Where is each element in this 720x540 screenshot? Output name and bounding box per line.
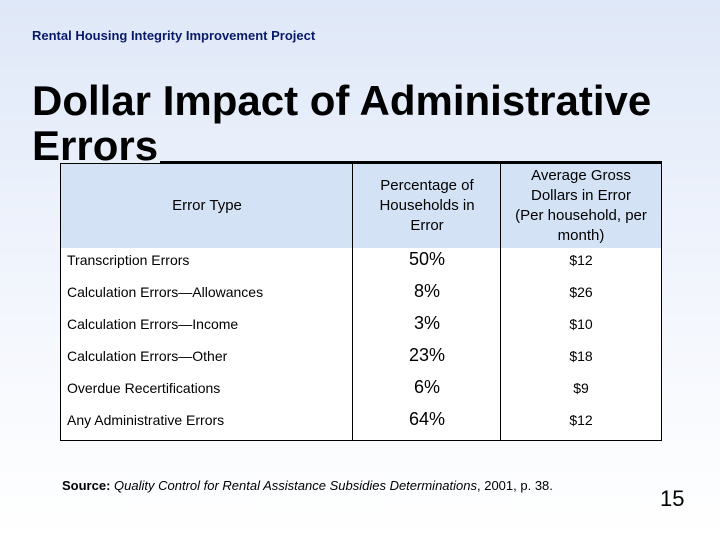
dollars: $26 bbox=[569, 284, 593, 300]
dollars: $12 bbox=[569, 412, 593, 428]
percentage: 23% bbox=[408, 345, 446, 365]
dollars: $18 bbox=[569, 348, 593, 364]
header-cell: Percentage of Households in Error bbox=[353, 164, 501, 248]
column-divider bbox=[500, 164, 501, 440]
slide-title: Dollar Impact of Administrative Errors bbox=[32, 77, 652, 169]
error-type: Transcription Errors bbox=[67, 252, 190, 268]
source-note: Source: Quality Control for Rental Assis… bbox=[62, 478, 553, 493]
column-divider bbox=[352, 164, 353, 440]
header-cell: Average Gross Dollars in Error (Per hous… bbox=[501, 164, 661, 248]
source-detail: , 2001, p. 38. bbox=[477, 478, 553, 493]
dollars: $12 bbox=[569, 252, 593, 268]
percentage: 8% bbox=[413, 281, 440, 301]
header-text: Average Gross Dollars in Error bbox=[530, 167, 632, 204]
error-type: Calculation Errors—Income bbox=[67, 316, 239, 332]
project-name: Rental Housing Integrity Improvement Pro… bbox=[32, 28, 316, 43]
table: Error Type Percentage of Households in E… bbox=[60, 163, 662, 441]
percentage: 64% bbox=[408, 409, 446, 429]
header-text: Error Type bbox=[172, 197, 242, 214]
percentage: 6% bbox=[413, 377, 440, 397]
source-title: Quality Control for Rental Assistance Su… bbox=[114, 478, 477, 493]
error-type: Calculation Errors—Other bbox=[67, 348, 228, 364]
source-label: Source: bbox=[62, 478, 111, 493]
header-cell: Error Type bbox=[61, 164, 353, 248]
percentage: 3% bbox=[413, 313, 440, 333]
title-rule bbox=[160, 161, 662, 163]
error-type: Overdue Recertifications bbox=[67, 380, 221, 396]
error-type: Calculation Errors—Allowances bbox=[67, 284, 264, 300]
dollars: $9 bbox=[573, 380, 589, 396]
header-text: Percentage of Households in Error bbox=[379, 177, 475, 234]
dollars: $10 bbox=[569, 316, 593, 332]
header-note: (Per household, per month) bbox=[515, 207, 647, 244]
error-type: Any Administrative Errors bbox=[67, 412, 225, 428]
page-number: 15 bbox=[660, 486, 685, 511]
percentage: 50% bbox=[408, 249, 446, 269]
